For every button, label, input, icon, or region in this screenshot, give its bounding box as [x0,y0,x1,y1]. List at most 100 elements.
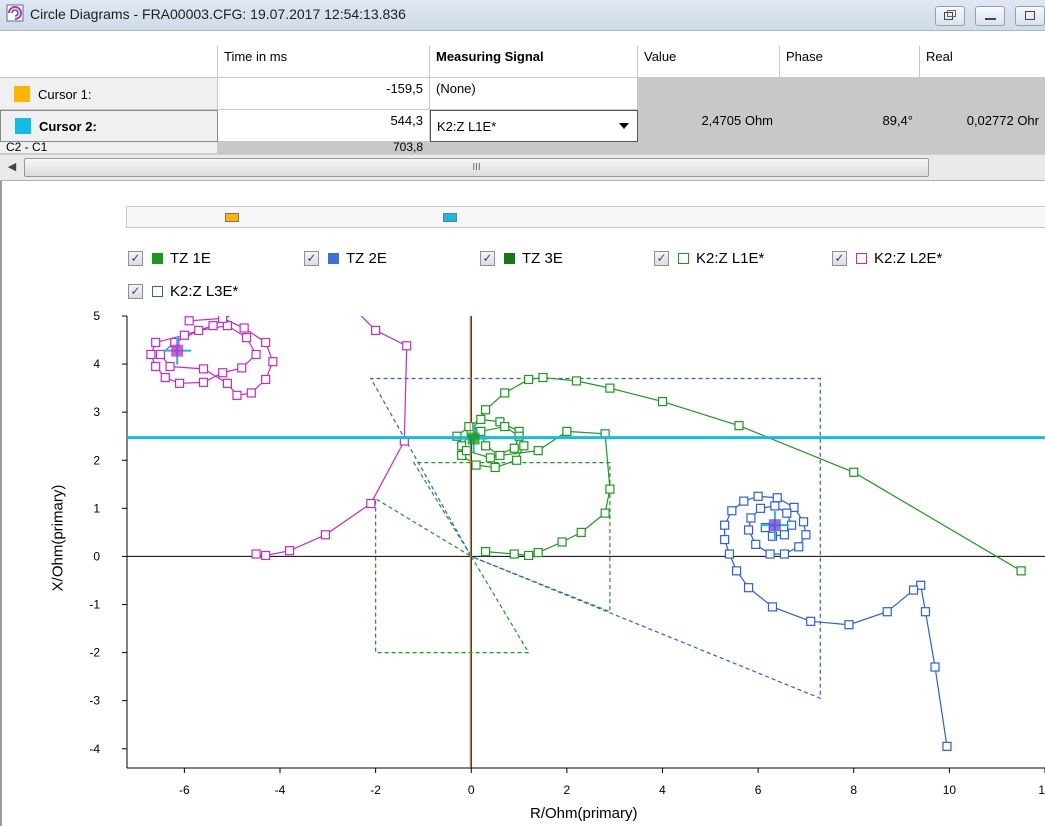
series-line-k2-z-l3e- [724,495,948,747]
cursor1-marker[interactable] [225,213,239,222]
table-row-cursor1: Cursor 1: -159,5 (None) [0,78,1045,110]
restore-button[interactable] [935,6,965,26]
cursor2-label-cell[interactable]: Cursor 2: [0,110,218,142]
series-point-k2-z-l3e- [720,534,730,545]
series-point-k2-z-l2e- [251,349,261,360]
minimize-button[interactable] [975,6,1005,26]
scroll-thumb[interactable]: III [24,158,929,177]
header-real[interactable]: Real [920,46,1045,78]
series-point-k2-z-l3e- [789,502,799,512]
diff-label: C2 - C1 [0,142,218,154]
series-point-k2-z-l2e- [222,321,233,331]
series-point-k2-z-l3e- [779,549,790,559]
checkbox-tz1e[interactable]: ✓ [128,251,143,266]
series-point-k2-z-l3e- [794,542,804,552]
series-point-k2-z-l2e- [165,361,175,372]
legend-symbol-tz2e [328,253,339,264]
series-point-k2-z-l1e- [485,453,495,463]
series-point-k2-z-l2e- [261,550,271,561]
header-time[interactable]: Time in ms [218,46,430,78]
series-point-k2-z-l3e- [724,549,735,559]
cursor1-value [638,78,780,110]
diff-value [638,142,780,154]
header-phase[interactable]: Phase [780,46,920,78]
series-point-k2-z-l2e- [179,330,189,340]
series-point-k2-z-l2e- [251,549,261,559]
series-point-k2-z-l2e- [261,374,271,385]
series-point-k2-z-l1e- [576,527,586,537]
series-point-k2-z-l3e- [806,616,816,626]
series-point-k2-z-l3e- [782,508,792,518]
x-tick-label: 12 [1038,783,1045,797]
series-point-k2-z-l2e- [320,530,331,540]
window-titlebar: Circle Diagrams - FRA00003.CFG: 19.07.20… [0,0,1045,31]
cursor2-signal-dropdown[interactable]: K2:Z L1E* [430,110,638,142]
series-point-k2-z-l3e- [743,525,754,535]
legend-symbol-k2-zl2e [856,253,867,264]
header-value[interactable]: Value [638,46,780,78]
cursor2-marker[interactable] [443,213,457,222]
horizontal-scrollbar[interactable]: ◀ III [0,154,1045,181]
cursor-position-bar[interactable] [126,206,1045,228]
header-signal[interactable]: Measuring Signal [430,46,638,78]
series-point-k2-z-l1e- [461,446,472,456]
legend-label-tz1e: TZ 1E [170,250,211,267]
series-point-k2-z-l3e- [779,530,790,540]
series-point-k2-z-l1e- [600,508,610,518]
y-tick-label: 4 [93,357,100,371]
checkbox-tz2e[interactable]: ✓ [304,251,319,266]
series-point-k2-z-l3e- [916,580,926,590]
series-point-k2-z-l3e- [743,583,754,593]
legend-label-k2-zl2e: K2:Z L2E* [874,250,943,267]
series-point-k2-z-l2e- [198,364,209,374]
restore-icon-back [947,10,956,17]
series-point-k2-z-l3e- [882,607,892,617]
chevron-down-icon[interactable] [619,123,629,129]
y-tick-label: 3 [93,405,100,419]
series-point-k2-z-l2e- [402,341,412,351]
checkbox-tz3e[interactable]: ✓ [480,251,495,266]
checkbox-k2-zl2e[interactable]: ✓ [832,251,847,266]
table-row-cursor2: Cursor 2: 544,3 K2:Z L1E* 2,4705 Ohm 89,… [0,110,1045,142]
cursor-table: Time in ms Measuring Signal Value Phase … [0,46,1045,154]
cursor1-signal[interactable]: (None) [430,78,638,110]
series-point-k2-z-l3e- [765,549,775,559]
plot-content [127,298,1045,768]
series-point-k2-z-l2e- [146,349,156,360]
diff-signal [430,142,638,154]
checkbox-k2-zl3e[interactable]: ✓ [128,284,143,299]
series-point-k2-z-l2e- [261,337,271,348]
x-tick-label: -4 [275,783,286,797]
series-point-k2-z-l3e- [746,513,756,523]
y-tick-label: -4 [89,742,100,756]
series-point-k2-z-l1e- [471,460,481,470]
series-point-k2-z-l1e- [480,405,491,415]
scroll-left-arrow-icon[interactable]: ◀ [7,161,17,173]
series-point-k2-z-l1e- [509,549,519,559]
plot-area [127,316,1045,768]
x-axis-title: R/Ohm(primary) [530,805,638,822]
legend-label-tz2e: TZ 2E [346,250,387,267]
table-header-row: Time in ms Measuring Signal Value Phase … [0,46,1045,78]
cursor1-time[interactable]: -159,5 [218,78,430,110]
series-point-k2-z-l2e- [241,333,252,343]
series-point-k2-z-l2e- [232,390,242,400]
series-point-k2-z-l2e- [264,298,272,306]
series-point-k2-z-l3e- [844,620,854,630]
series-point-k2-z-l1e- [533,446,543,456]
cursor1-label-cell[interactable]: Cursor 1: [0,78,218,110]
series-point-k2-z-l3e- [739,496,749,506]
series-point-k2-z-l3e- [767,531,778,541]
series-point-k2-z-l1e- [562,426,572,437]
cursor1-color-swatch [14,86,30,102]
cursor2-time[interactable]: 544,3 [218,110,430,142]
series-point-k2-z-l1e- [533,547,543,558]
checkbox-k2-zl1e[interactable]: ✓ [654,251,669,266]
series-point-k2-z-l3e- [755,503,766,513]
y-tick-label: -3 [89,694,100,708]
legend-symbol-k2-zl3e [152,286,163,297]
series-point-k2-z-l3e- [930,662,940,672]
x-tick-label: 4 [659,783,666,797]
series-point-k2-z-l2e- [160,372,170,383]
